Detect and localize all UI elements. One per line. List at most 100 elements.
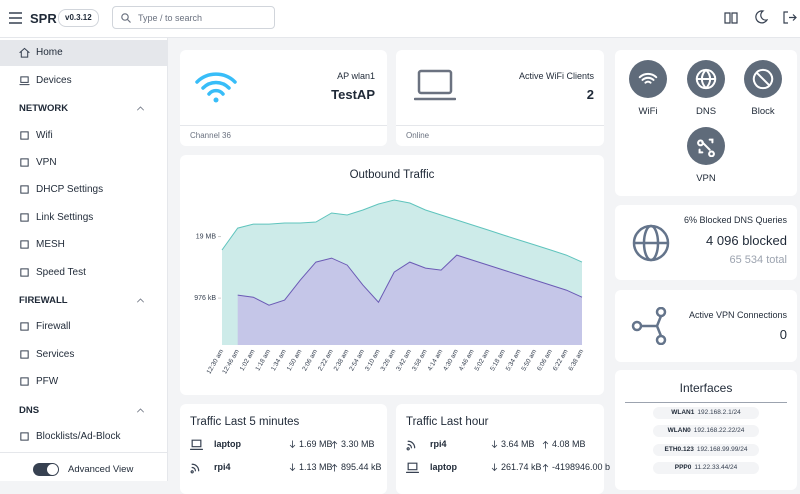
- interfaces-list: WLAN1 192.168.2.1/24 WLAN0 192.168.22.22/24…: [615, 404, 797, 484]
- quick-link[interactable]: [687, 127, 725, 165]
- vpn-card: Active VPN Connections 0: [615, 290, 797, 362]
- interfaces-card: Interfaces WLAN1 192.168.2.1/24 WLAN0 192.1…: [615, 370, 797, 490]
- nav-item[interactable]: Speed Test: [0, 260, 167, 286]
- device-icon: [406, 462, 419, 473]
- search-box[interactable]: Type / to search: [112, 6, 275, 29]
- icon: [20, 213, 29, 222]
- quick-links: WiFi DNS Block VPN: [615, 50, 797, 196]
- device-icon: [406, 440, 416, 451]
- section-title[interactable]: DNS: [19, 405, 149, 416]
- quick-link[interactable]: [687, 60, 725, 98]
- version: v0.3.12: [58, 9, 99, 27]
- menu-icon[interactable]: [9, 12, 22, 24]
- nav-item[interactable]: Devices: [0, 68, 167, 94]
- clients-label: Active WiFi Clients: [518, 71, 594, 81]
- traffic-5min-card: Traffic Last 5 minutes laptop 1.69 MB 3.30…: [180, 404, 387, 494]
- device-icon: [190, 439, 203, 450]
- globe-icon: [632, 224, 670, 262]
- nav-label: Blocklists/Ad-Block: [36, 431, 121, 443]
- down-arrow: [289, 463, 296, 472]
- quick-link-label: WiFi: [638, 106, 658, 117]
- interface-pill: WLAN1 192.168.2.1/24: [653, 407, 759, 419]
- quick-link[interactable]: [629, 60, 667, 98]
- laptop-icon: [414, 69, 456, 101]
- icon-shape: [20, 185, 29, 194]
- down-arrow: [289, 440, 296, 449]
- section-title[interactable]: NETWORK: [19, 103, 149, 114]
- ap-value: TestAP: [331, 87, 375, 102]
- nav-item[interactable]: Services: [0, 342, 167, 368]
- nav-item[interactable]: PFW: [0, 369, 167, 395]
- wifi-icon: [195, 72, 237, 103]
- traffic-row: rpi4 1.13 MB 895.44 kB: [190, 461, 382, 481]
- sidebar: Home Devices NETWORK Wifi VPN DHCP Settings Li…: [0, 38, 168, 481]
- nav-label: DHCP Settings: [36, 184, 104, 196]
- icon: [20, 130, 29, 140]
- nav-item[interactable]: MESH: [0, 232, 167, 258]
- down-arrow: [491, 440, 498, 449]
- interface-name: WLAN0: [667, 427, 691, 435]
- up-arrow: [331, 463, 338, 472]
- nav-item[interactable]: Wifi: [0, 123, 167, 149]
- nav-item[interactable]: VPN: [0, 150, 167, 176]
- quick-link-label: DNS: [695, 106, 717, 117]
- section-label: NETWORK: [19, 103, 69, 114]
- device-name: rpi4: [430, 439, 447, 449]
- divider: [625, 402, 787, 403]
- download: 1.13 MB: [299, 462, 333, 472]
- device-icon-shape: [190, 439, 203, 450]
- interface-pill: PPP0 11.22.33.44/24: [653, 461, 759, 474]
- traffic-row: rpi4 3.64 MB 4.08 MB: [406, 438, 594, 458]
- interface-pill: ETH0.123 192.168.99.99/24: [653, 443, 759, 456]
- section-label: DNS: [19, 404, 40, 416]
- quick-links-card: WiFi DNS Block VPN: [615, 50, 797, 196]
- device-name: laptop: [430, 462, 457, 472]
- theme-icon[interactable]: [754, 10, 768, 24]
- clients-value: 2: [586, 87, 594, 102]
- nav-item[interactable]: Home: [0, 40, 167, 66]
- y-tick-label: 19 MB: [196, 233, 217, 240]
- nav-item[interactable]: DHCP Settings: [0, 177, 167, 203]
- icon-shape: [19, 76, 30, 86]
- traffic-hour-card: Traffic Last hour rpi4 3.64 MB 4.08 MB lapt…: [396, 404, 610, 494]
- dns-card: 6% Blocked DNS Queries 4 096 blocked 65 …: [615, 205, 797, 280]
- device-name: rpi4: [214, 462, 231, 472]
- icon: [19, 76, 30, 86]
- area-line: [221, 199, 583, 263]
- nav-label: VPN: [36, 156, 57, 168]
- dns-title: 6% Blocked DNS Queries: [683, 215, 787, 225]
- clients-footer: Online: [406, 131, 430, 140]
- ap-label: AP wlan1: [337, 71, 375, 81]
- quick-link-label: Block: [751, 106, 775, 117]
- logout-icon[interactable]: [783, 11, 797, 24]
- icon: [20, 267, 29, 277]
- nav-label: Devices: [36, 75, 72, 86]
- area-line: [237, 254, 583, 306]
- upload: 3.30 MB: [341, 439, 375, 449]
- traffic-5min-rows: laptop 1.69 MB 3.30 MB rpi4 1.13 MB 895.44 kB: [180, 434, 387, 494]
- y-tick-label: 976 kB: [194, 295, 216, 302]
- quick-link[interactable]: [744, 60, 782, 98]
- quick-link-icon-shape: [752, 68, 774, 90]
- nav-item[interactable]: Link Settings: [0, 205, 167, 231]
- section-title[interactable]: FIREWALL: [19, 295, 149, 306]
- download: 261.74 kB: [501, 462, 542, 472]
- quick-link-icon-shape: [695, 68, 717, 90]
- nav-label: Home: [36, 47, 63, 58]
- icon-shape: [20, 322, 29, 332]
- docs-icon[interactable]: [724, 11, 738, 24]
- icon-shape: [20, 240, 29, 249]
- nav-item[interactable]: Firewall: [0, 314, 167, 340]
- nav-label: Wifi: [36, 129, 53, 141]
- traffic-5min-title: Traffic Last 5 minutes: [190, 416, 300, 428]
- nav-item[interactable]: Blocklists/Ad-Block: [0, 424, 167, 450]
- down-arrow-shape: [289, 440, 296, 449]
- collapse-icon: [137, 298, 144, 303]
- section-label: FIREWALL: [19, 294, 68, 306]
- advanced-label: Advanced View: [68, 464, 134, 475]
- advanced-toggle[interactable]: [33, 463, 59, 476]
- up-arrow-shape: [542, 463, 549, 472]
- quick-link-label: VPN: [696, 173, 716, 184]
- vpn-value: 0: [779, 327, 787, 342]
